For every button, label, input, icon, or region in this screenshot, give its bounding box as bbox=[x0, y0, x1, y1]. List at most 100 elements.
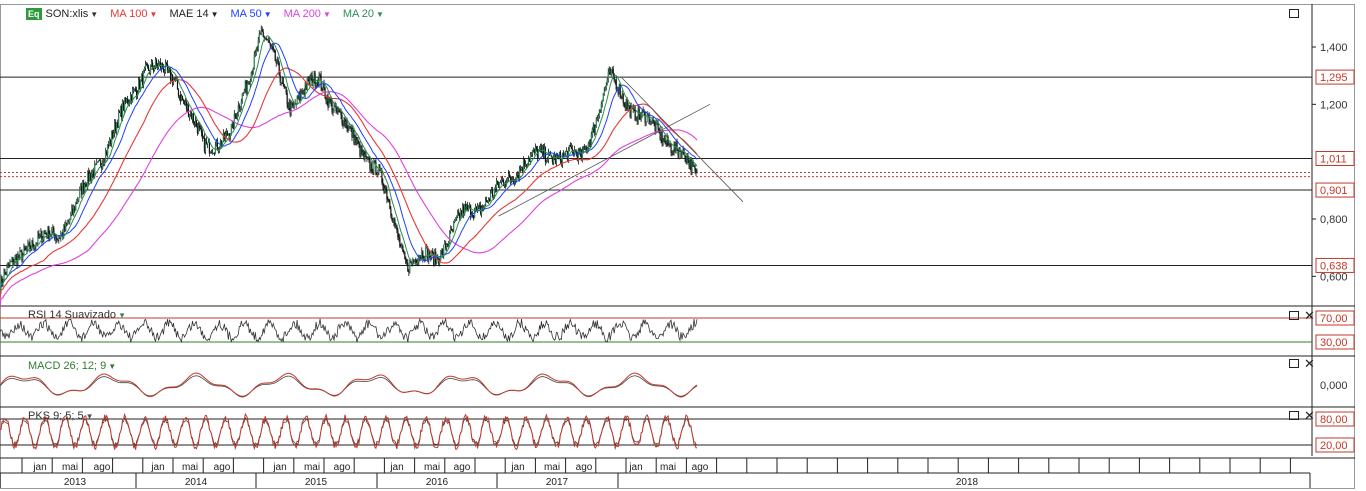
candle-body bbox=[659, 129, 661, 140]
candle-body bbox=[627, 105, 629, 109]
chevron-down-icon[interactable]: ▼ bbox=[322, 9, 331, 19]
candle-body bbox=[389, 201, 391, 210]
candle-body bbox=[642, 110, 644, 113]
candle-body bbox=[464, 203, 466, 215]
candle-body bbox=[235, 116, 237, 119]
candle-body bbox=[93, 171, 95, 177]
candle-body bbox=[499, 181, 502, 183]
candle-body bbox=[577, 149, 579, 161]
candle-body bbox=[364, 154, 366, 160]
candle-body bbox=[212, 153, 214, 154]
candle-body bbox=[70, 214, 72, 220]
chevron-down-icon[interactable]: ▼ bbox=[108, 361, 117, 371]
candle-body bbox=[406, 262, 408, 264]
month-label: mai bbox=[660, 462, 676, 473]
candle-body bbox=[37, 233, 39, 244]
candle-body bbox=[105, 151, 107, 163]
candle-body bbox=[666, 136, 668, 144]
candle-body bbox=[265, 37, 267, 40]
candle-body bbox=[669, 144, 671, 146]
chevron-down-icon[interactable]: ▼ bbox=[376, 9, 384, 19]
candle-body bbox=[88, 171, 90, 182]
candle-body bbox=[292, 104, 294, 106]
candle-body bbox=[684, 154, 686, 160]
candle-body bbox=[496, 180, 499, 185]
chevron-down-icon[interactable]: ▼ bbox=[149, 9, 158, 19]
candle-body bbox=[59, 238, 61, 240]
legend-item-ma50[interactable]: MA 50 ▼ bbox=[231, 8, 272, 20]
candle-body bbox=[365, 154, 367, 157]
candle-body bbox=[674, 144, 676, 152]
candle-body bbox=[608, 68, 610, 73]
maximize-rsi-icon[interactable] bbox=[1289, 311, 1299, 320]
candle-body bbox=[415, 259, 417, 264]
month-label: jan bbox=[32, 462, 46, 473]
candle-body bbox=[195, 120, 198, 126]
candle-body bbox=[648, 113, 650, 125]
candle-body bbox=[77, 201, 79, 204]
legend-item-ma100[interactable]: MA 100 ▼ bbox=[110, 8, 157, 20]
candle-body bbox=[116, 122, 118, 132]
candle-body bbox=[85, 184, 87, 187]
candle-body bbox=[53, 227, 55, 235]
candle-body bbox=[482, 207, 484, 209]
candle-body bbox=[187, 105, 190, 118]
chevron-down-icon[interactable]: ▼ bbox=[118, 310, 126, 320]
candle-body bbox=[663, 137, 665, 142]
candle-body bbox=[449, 231, 451, 243]
candle-body bbox=[192, 113, 195, 122]
month-label: jan bbox=[510, 462, 524, 473]
candle-body bbox=[23, 247, 25, 255]
legend-item-ma200[interactable]: MA 200 ▼ bbox=[284, 8, 331, 20]
macd-panel-label[interactable]: MACD 26; 12; 9 ▼ bbox=[28, 360, 116, 372]
legend-item-ma20[interactable]: MA 20 ▼ bbox=[343, 8, 384, 20]
candle-body bbox=[205, 141, 208, 145]
candle-body bbox=[107, 144, 109, 155]
candle-body bbox=[379, 165, 381, 169]
candle-body bbox=[327, 96, 329, 108]
maximize-main-icon[interactable] bbox=[1289, 9, 1299, 18]
candle-body bbox=[128, 102, 130, 104]
candle-body bbox=[395, 224, 397, 226]
candle-body bbox=[637, 108, 639, 122]
maximize-pks-icon[interactable] bbox=[1289, 411, 1299, 420]
candle-body bbox=[563, 153, 565, 156]
candle-body bbox=[232, 121, 234, 129]
candle-body bbox=[687, 155, 689, 160]
candle-body bbox=[45, 233, 47, 235]
candle-body bbox=[461, 210, 463, 215]
candle-body bbox=[186, 105, 189, 110]
candle-body bbox=[5, 272, 7, 274]
rsi-panel-label[interactable]: RSI 14 Suavizado ▼ bbox=[28, 309, 126, 321]
candle-body bbox=[120, 106, 122, 113]
candle-body bbox=[132, 90, 134, 102]
candle-body bbox=[3, 272, 5, 282]
legend-item-mae14[interactable]: MAE 14 ▼ bbox=[169, 8, 218, 20]
close-pks-icon[interactable]: ✕ bbox=[1304, 408, 1315, 423]
close-macd-icon[interactable]: ✕ bbox=[1304, 356, 1315, 371]
candle-body bbox=[135, 88, 137, 91]
candle-body bbox=[342, 123, 344, 126]
pks-level-label: 80,00 bbox=[1320, 414, 1348, 426]
close-rsi-icon[interactable]: ✕ bbox=[1304, 308, 1315, 323]
symbol-dropdown-icon[interactable]: ▼ bbox=[90, 9, 99, 19]
candle-body bbox=[4, 272, 6, 273]
candle-body bbox=[473, 215, 475, 219]
chevron-down-icon[interactable]: ▼ bbox=[263, 9, 272, 19]
pks-panel-label[interactable]: PKS 9; 5; 5 ▼ bbox=[28, 410, 94, 422]
candle-body bbox=[368, 157, 370, 160]
chevron-down-icon[interactable]: ▼ bbox=[85, 411, 94, 421]
candle-body bbox=[612, 69, 614, 76]
ma20-line bbox=[0, 35, 698, 293]
maximize-macd-icon[interactable] bbox=[1289, 359, 1299, 368]
candle-body bbox=[507, 174, 510, 178]
candle-body bbox=[650, 121, 652, 123]
candle-body bbox=[238, 105, 240, 109]
candle-body bbox=[310, 74, 312, 79]
symbol-item[interactable]: Eq SON:xlis ▼ bbox=[26, 8, 98, 20]
candle-body bbox=[462, 205, 464, 215]
candle-body bbox=[660, 130, 662, 140]
candle-body bbox=[278, 62, 280, 76]
chevron-down-icon[interactable]: ▼ bbox=[210, 9, 219, 19]
